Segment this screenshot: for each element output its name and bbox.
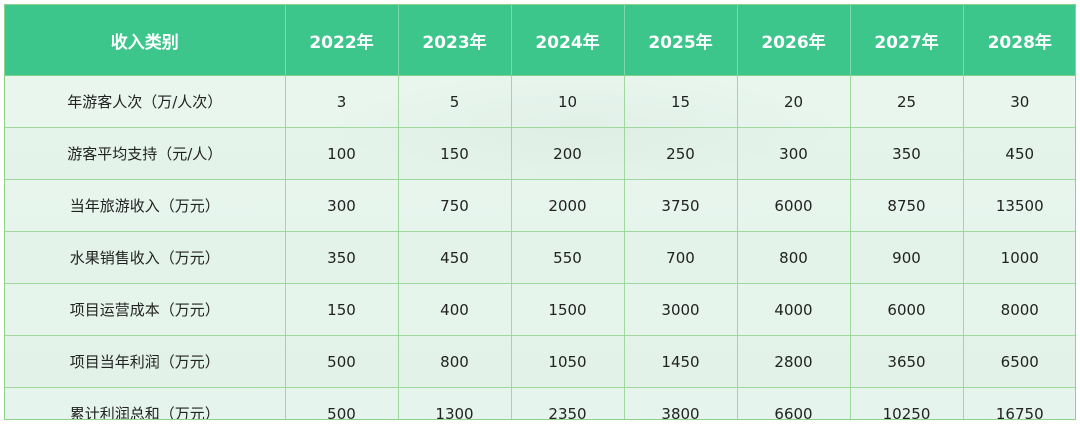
header-year-2028: 2028年 — [963, 5, 1075, 76]
cell-value: 1050 — [511, 335, 625, 388]
row-label: 累计利润总和（万元） — [5, 387, 286, 419]
cell-value: 750 — [398, 179, 512, 232]
header-year-2026: 2026年 — [737, 5, 851, 76]
cell-value: 30 — [963, 75, 1075, 128]
cell-value: 450 — [398, 231, 512, 284]
cell-value: 300 — [737, 127, 851, 180]
cell-value: 1000 — [963, 231, 1075, 284]
table-row: 项目运营成本（万元） 150 400 1500 3000 4000 6000 8… — [5, 283, 1075, 336]
cell-value: 3 — [285, 75, 399, 128]
cell-value: 6000 — [737, 179, 851, 232]
cell-value: 700 — [624, 231, 738, 284]
cell-value: 350 — [850, 127, 964, 180]
cell-value: 200 — [511, 127, 625, 180]
table-row: 当年旅游收入（万元） 300 750 2000 3750 6000 8750 1… — [5, 179, 1075, 232]
cell-value: 5 — [398, 75, 512, 128]
cell-value: 900 — [850, 231, 964, 284]
row-label: 项目运营成本（万元） — [5, 283, 286, 336]
cell-value: 3650 — [850, 335, 964, 388]
header-year-2024: 2024年 — [511, 5, 625, 76]
table-row: 年游客人次（万/人次） 3 5 10 15 20 25 30 — [5, 75, 1075, 128]
cell-value: 500 — [285, 335, 399, 388]
cell-value: 3000 — [624, 283, 738, 336]
cell-value: 1500 — [511, 283, 625, 336]
cell-value: 10 — [511, 75, 625, 128]
cell-value: 1450 — [624, 335, 738, 388]
revenue-table: 收入类别 2022年 2023年 2024年 2025年 2026年 2027年… — [5, 5, 1075, 419]
row-label: 水果销售收入（万元） — [5, 231, 286, 284]
cell-value: 4000 — [737, 283, 851, 336]
revenue-table-container: 收入类别 2022年 2023年 2024年 2025年 2026年 2027年… — [4, 4, 1076, 420]
cell-value: 1300 — [398, 387, 512, 419]
cell-value: 20 — [737, 75, 851, 128]
cell-value: 300 — [285, 179, 399, 232]
cell-value: 15 — [624, 75, 738, 128]
cell-value: 8000 — [963, 283, 1075, 336]
header-year-2023: 2023年 — [398, 5, 512, 76]
header-year-2027: 2027年 — [850, 5, 964, 76]
cell-value: 6500 — [963, 335, 1075, 388]
table-header-row: 收入类别 2022年 2023年 2024年 2025年 2026年 2027年… — [5, 5, 1075, 76]
cell-value: 2000 — [511, 179, 625, 232]
cell-value: 350 — [285, 231, 399, 284]
cell-value: 100 — [285, 127, 399, 180]
cell-value: 2350 — [511, 387, 625, 419]
cell-value: 10250 — [850, 387, 964, 419]
cell-value: 150 — [398, 127, 512, 180]
cell-value: 6000 — [850, 283, 964, 336]
cell-value: 2800 — [737, 335, 851, 388]
cell-value: 250 — [624, 127, 738, 180]
row-label: 游客平均支持（元/人） — [5, 127, 286, 180]
cell-value: 3800 — [624, 387, 738, 419]
table-row: 累计利润总和（万元） 500 1300 2350 3800 6600 10250… — [5, 387, 1075, 419]
header-year-2022: 2022年 — [285, 5, 399, 76]
cell-value: 6600 — [737, 387, 851, 419]
row-label: 项目当年利润（万元） — [5, 335, 286, 388]
cell-value: 3750 — [624, 179, 738, 232]
header-category: 收入类别 — [5, 5, 286, 76]
cell-value: 8750 — [850, 179, 964, 232]
cell-value: 450 — [963, 127, 1075, 180]
cell-value: 16750 — [963, 387, 1075, 419]
table-row: 水果销售收入（万元） 350 450 550 700 800 900 1000 — [5, 231, 1075, 284]
table-row: 项目当年利润（万元） 500 800 1050 1450 2800 3650 6… — [5, 335, 1075, 388]
cell-value: 150 — [285, 283, 399, 336]
cell-value: 25 — [850, 75, 964, 128]
cell-value: 800 — [737, 231, 851, 284]
cell-value: 13500 — [963, 179, 1075, 232]
header-year-2025: 2025年 — [624, 5, 738, 76]
table-row: 游客平均支持（元/人） 100 150 200 250 300 350 450 — [5, 127, 1075, 180]
cell-value: 400 — [398, 283, 512, 336]
cell-value: 500 — [285, 387, 399, 419]
cell-value: 800 — [398, 335, 512, 388]
row-label: 年游客人次（万/人次） — [5, 75, 286, 128]
cell-value: 550 — [511, 231, 625, 284]
row-label: 当年旅游收入（万元） — [5, 179, 286, 232]
